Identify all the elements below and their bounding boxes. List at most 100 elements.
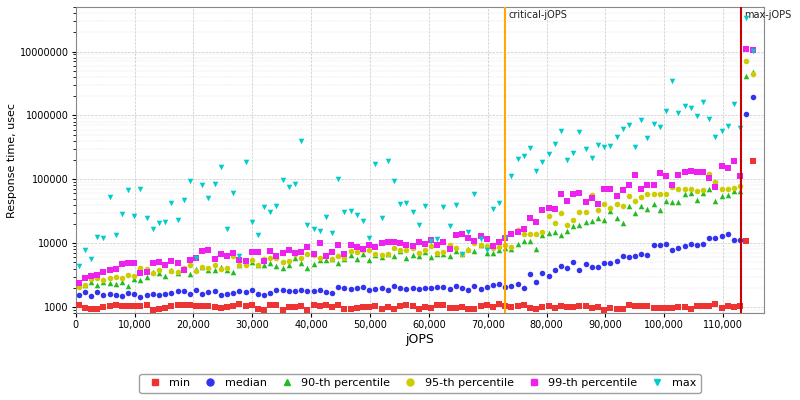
Point bbox=[357, 247, 370, 253]
Point bbox=[511, 302, 524, 309]
Point bbox=[591, 304, 604, 310]
Point bbox=[158, 262, 171, 268]
Point bbox=[400, 254, 413, 261]
Point bbox=[573, 267, 586, 273]
Point bbox=[505, 283, 518, 289]
Point bbox=[400, 302, 413, 308]
Point bbox=[338, 250, 351, 257]
Point bbox=[239, 262, 252, 268]
Point bbox=[715, 305, 728, 312]
Point bbox=[387, 283, 400, 290]
Point bbox=[734, 188, 746, 194]
Point bbox=[221, 267, 234, 274]
Point bbox=[122, 283, 134, 290]
Point bbox=[140, 214, 153, 221]
Point bbox=[586, 305, 598, 312]
Point bbox=[591, 215, 604, 221]
Point bbox=[178, 196, 190, 203]
Point bbox=[221, 253, 234, 259]
Point bbox=[276, 250, 289, 256]
Point bbox=[666, 184, 678, 190]
Point bbox=[221, 264, 234, 271]
Point bbox=[740, 237, 753, 244]
Point bbox=[165, 268, 178, 274]
Point bbox=[246, 259, 258, 266]
Point bbox=[431, 302, 444, 308]
Point bbox=[226, 253, 239, 260]
Point bbox=[412, 221, 425, 228]
Point bbox=[554, 231, 567, 238]
Point bbox=[684, 186, 697, 192]
Point bbox=[97, 234, 110, 241]
Point bbox=[567, 223, 580, 229]
Point bbox=[122, 290, 134, 297]
Point bbox=[146, 226, 159, 232]
Point bbox=[387, 178, 400, 184]
Text: critical-jOPS: critical-jOPS bbox=[508, 10, 567, 20]
Point bbox=[722, 303, 734, 309]
Point bbox=[740, 73, 753, 80]
Point bbox=[567, 150, 580, 156]
Point bbox=[208, 262, 221, 268]
Point bbox=[221, 290, 234, 297]
Point bbox=[178, 265, 190, 271]
Point bbox=[326, 249, 338, 255]
Point bbox=[425, 285, 438, 291]
Point bbox=[499, 303, 512, 310]
Point bbox=[493, 244, 506, 250]
Point bbox=[190, 302, 202, 309]
Point bbox=[264, 302, 277, 308]
Point bbox=[412, 239, 425, 245]
Point bbox=[251, 232, 264, 238]
Point bbox=[319, 289, 332, 295]
Point bbox=[684, 190, 697, 197]
Point bbox=[709, 235, 722, 242]
Point bbox=[455, 231, 468, 237]
Point bbox=[654, 170, 666, 176]
Point bbox=[239, 260, 252, 266]
Point bbox=[307, 226, 320, 232]
Point bbox=[703, 116, 716, 122]
Point bbox=[165, 267, 178, 273]
Point bbox=[684, 168, 697, 174]
Point bbox=[616, 220, 629, 226]
Point bbox=[604, 186, 617, 192]
Point bbox=[647, 241, 660, 248]
Point bbox=[622, 193, 635, 199]
Point bbox=[110, 281, 122, 287]
Point bbox=[295, 287, 308, 294]
Point bbox=[591, 207, 604, 214]
Point bbox=[264, 260, 277, 266]
Point bbox=[196, 182, 209, 188]
Point bbox=[573, 209, 586, 216]
Point bbox=[110, 301, 122, 308]
Point bbox=[530, 231, 542, 238]
Point bbox=[115, 293, 128, 299]
Point bbox=[536, 229, 549, 235]
Point bbox=[437, 238, 450, 245]
Point bbox=[622, 254, 635, 261]
Point bbox=[455, 284, 468, 291]
Point bbox=[518, 226, 530, 232]
Point bbox=[586, 194, 598, 201]
Point bbox=[251, 249, 264, 255]
Point bbox=[586, 218, 598, 224]
Point bbox=[319, 256, 332, 263]
Point bbox=[357, 218, 370, 224]
Point bbox=[740, 45, 753, 52]
Point bbox=[443, 286, 456, 292]
Point bbox=[406, 208, 419, 215]
Point bbox=[301, 306, 314, 313]
Point bbox=[128, 213, 141, 219]
Point bbox=[406, 244, 419, 251]
Point bbox=[530, 246, 542, 252]
Point bbox=[239, 303, 252, 309]
Point bbox=[493, 301, 506, 308]
Point bbox=[314, 240, 326, 246]
Point bbox=[641, 302, 654, 309]
Point bbox=[146, 307, 159, 313]
Point bbox=[171, 217, 184, 223]
Point bbox=[375, 240, 388, 246]
Point bbox=[171, 260, 184, 266]
Point bbox=[746, 69, 759, 76]
